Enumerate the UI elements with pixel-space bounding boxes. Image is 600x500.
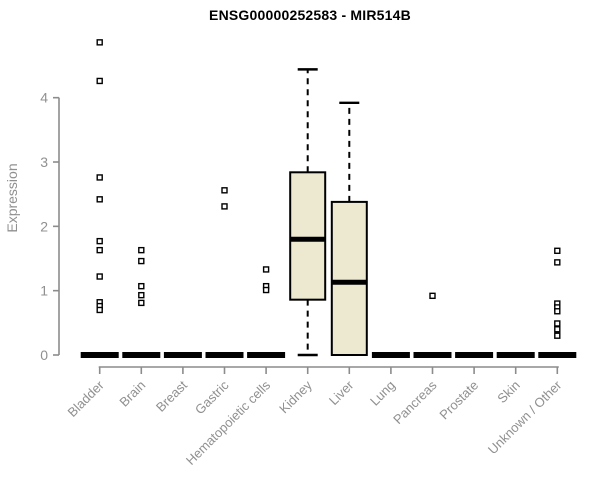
- outlier-brain: [138, 282, 145, 290]
- flat-box-breast: [163, 352, 202, 358]
- flat-box-gastric: [205, 352, 244, 358]
- chart-title: ENSG00000252583 - MIR514B: [209, 7, 411, 23]
- outlier-gastric: [221, 203, 228, 210]
- outlier-unknown-other: [554, 332, 561, 339]
- outlier-unknown-other: [554, 320, 561, 327]
- flat-box-skin: [496, 352, 535, 358]
- x-tick-label-liver: Liver: [326, 377, 357, 408]
- outlier-bladder: [96, 246, 103, 254]
- flat-box-prostate: [455, 352, 494, 358]
- outlier-brain: [138, 246, 145, 254]
- outlier-brain: [138, 291, 145, 299]
- outlier-brain: [138, 257, 145, 265]
- x-tick-label-bladder: Bladder: [65, 377, 108, 420]
- x-tick-label-brain: Brain: [116, 378, 148, 410]
- outlier-bladder: [96, 174, 103, 181]
- flat-box-pancreas: [413, 352, 452, 358]
- outlier-brain: [138, 299, 145, 307]
- box-kidney: [289, 171, 327, 301]
- outlier-bladder: [96, 273, 103, 280]
- y-tick-label: 0: [40, 347, 48, 363]
- outlier-bladder: [96, 196, 103, 203]
- y-tick-label: 2: [40, 218, 48, 234]
- x-tick-label-gastric: Gastric: [192, 377, 232, 417]
- flat-box-unknown-other: [538, 352, 577, 358]
- outlier-pancreas: [429, 292, 436, 300]
- outlier-bladder: [96, 306, 103, 314]
- outlier-hematopoietic-cells: [262, 266, 270, 273]
- box-liver: [330, 200, 368, 356]
- x-tick-label-skin: Skin: [494, 378, 522, 406]
- outlier-bladder: [96, 39, 103, 46]
- y-tick-label: 3: [40, 154, 48, 170]
- x-tick-label-lung: Lung: [367, 378, 398, 409]
- flat-box-lung: [371, 352, 410, 358]
- outlier-unknown-other: [554, 308, 561, 315]
- flat-box-brain: [122, 352, 161, 358]
- outlier-unknown-other: [554, 259, 561, 266]
- outlier-unknown-other: [554, 326, 561, 333]
- x-tick-label-pancreas: Pancreas: [390, 377, 440, 427]
- outlier-hematopoietic-cells: [262, 286, 270, 294]
- outlier-unknown-other: [554, 247, 561, 254]
- x-tick-label-breast: Breast: [153, 377, 190, 414]
- outlier-bladder: [96, 237, 103, 245]
- outlier-gastric: [221, 187, 228, 194]
- flat-box-bladder: [80, 352, 119, 358]
- y-tick-label: 1: [40, 283, 48, 299]
- x-tick-label-unknown-other: Unknown / Other: [485, 377, 565, 457]
- x-tick-label-prostate: Prostate: [436, 378, 481, 423]
- flat-box-hematopoietic-cells: [247, 352, 286, 358]
- y-tick-label: 4: [40, 90, 48, 106]
- outlier-bladder: [96, 77, 103, 85]
- x-tick-label-kidney: Kidney: [276, 377, 315, 416]
